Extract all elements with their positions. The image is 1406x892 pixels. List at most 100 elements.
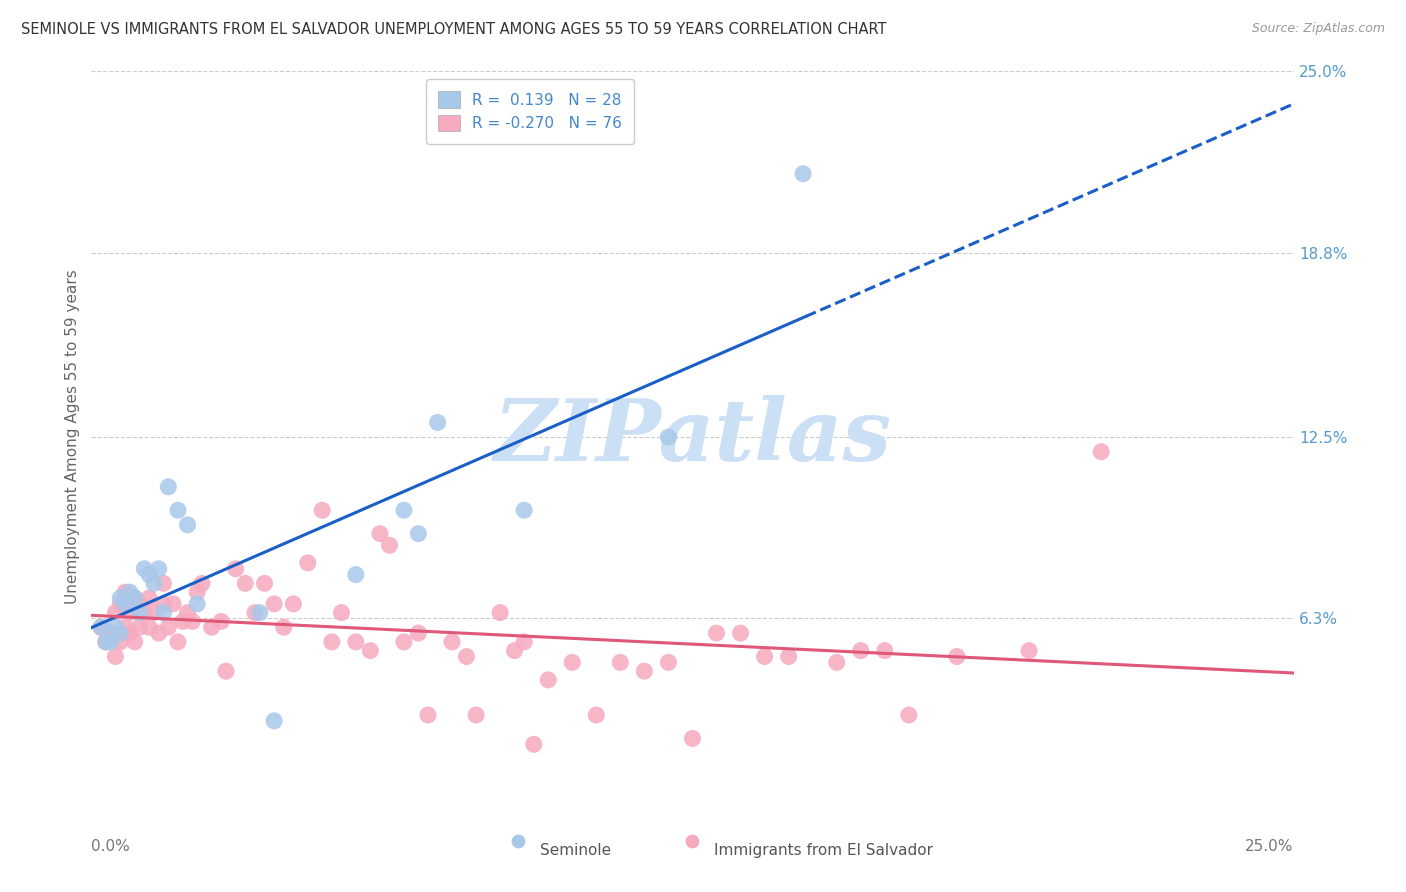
- Text: 25.0%: 25.0%: [1246, 839, 1294, 855]
- Point: [392, 635, 415, 649]
- Point: [176, 606, 198, 620]
- Point: [94, 635, 117, 649]
- Point: [344, 635, 367, 649]
- Point: [186, 597, 208, 611]
- Point: [138, 591, 160, 605]
- Point: [114, 585, 136, 599]
- Point: [100, 635, 122, 649]
- Point: [754, 649, 776, 664]
- Point: [873, 643, 896, 657]
- Point: [408, 526, 430, 541]
- Point: [253, 576, 276, 591]
- Point: [730, 626, 752, 640]
- Point: [537, 673, 560, 687]
- Point: [142, 576, 165, 591]
- Point: [233, 576, 256, 591]
- Point: [513, 635, 536, 649]
- Point: [440, 635, 463, 649]
- Point: [152, 597, 174, 611]
- Text: Seminole: Seminole: [540, 843, 612, 858]
- Point: [124, 591, 146, 605]
- Point: [186, 585, 208, 599]
- Point: [118, 626, 141, 640]
- Point: [368, 526, 391, 541]
- Point: [225, 562, 247, 576]
- Point: [825, 656, 848, 670]
- Point: [104, 649, 127, 664]
- Point: [513, 503, 536, 517]
- Point: [94, 635, 117, 649]
- Point: [157, 480, 180, 494]
- Point: [142, 606, 165, 620]
- Point: [706, 626, 728, 640]
- Point: [311, 503, 333, 517]
- Point: [657, 430, 679, 444]
- Point: [104, 606, 127, 620]
- Y-axis label: Unemployment Among Ages 55 to 59 years: Unemployment Among Ages 55 to 59 years: [65, 269, 80, 605]
- Point: [138, 567, 160, 582]
- Point: [118, 606, 141, 620]
- Point: [1090, 444, 1112, 458]
- Point: [172, 615, 194, 629]
- Point: [148, 562, 170, 576]
- Point: [792, 167, 814, 181]
- Point: [946, 649, 969, 664]
- Point: [124, 591, 146, 605]
- Point: [633, 664, 655, 678]
- Text: ZIPatlas: ZIPatlas: [494, 395, 891, 479]
- Point: [344, 567, 367, 582]
- Point: [392, 503, 415, 517]
- Point: [114, 597, 136, 611]
- Point: [167, 503, 190, 517]
- Point: [681, 731, 703, 746]
- Point: [152, 576, 174, 591]
- Point: [778, 649, 800, 664]
- Point: [124, 635, 146, 649]
- Point: [609, 656, 631, 670]
- Point: [134, 606, 156, 620]
- Point: [128, 606, 150, 620]
- Point: [249, 606, 271, 620]
- Text: Source: ZipAtlas.com: Source: ZipAtlas.com: [1251, 22, 1385, 36]
- Point: [162, 597, 184, 611]
- Point: [408, 626, 430, 640]
- Point: [297, 556, 319, 570]
- Point: [110, 635, 132, 649]
- Point: [456, 649, 478, 664]
- Legend: R =  0.139   N = 28, R = -0.270   N = 76: R = 0.139 N = 28, R = -0.270 N = 76: [426, 79, 634, 144]
- Point: [128, 620, 150, 634]
- Point: [118, 585, 141, 599]
- Point: [152, 606, 174, 620]
- Point: [503, 643, 526, 657]
- Point: [849, 643, 872, 657]
- Point: [489, 606, 512, 620]
- Point: [416, 708, 439, 723]
- Point: [561, 656, 583, 670]
- Point: [283, 597, 305, 611]
- Point: [243, 606, 266, 620]
- Point: [426, 416, 449, 430]
- Point: [263, 714, 285, 728]
- Point: [157, 620, 180, 634]
- Point: [585, 708, 607, 723]
- Point: [209, 615, 232, 629]
- Point: [134, 562, 156, 576]
- Point: [1018, 643, 1040, 657]
- Point: [215, 664, 238, 678]
- Point: [100, 626, 122, 640]
- Point: [181, 615, 204, 629]
- Text: 0.0%: 0.0%: [91, 839, 131, 855]
- Text: Immigrants from El Salvador: Immigrants from El Salvador: [714, 843, 934, 858]
- Point: [657, 656, 679, 670]
- Point: [167, 635, 190, 649]
- Point: [330, 606, 353, 620]
- Point: [191, 576, 214, 591]
- Text: SEMINOLE VS IMMIGRANTS FROM EL SALVADOR UNEMPLOYMENT AMONG AGES 55 TO 59 YEARS C: SEMINOLE VS IMMIGRANTS FROM EL SALVADOR …: [21, 22, 887, 37]
- Point: [138, 620, 160, 634]
- Point: [201, 620, 224, 634]
- Point: [359, 643, 381, 657]
- Point: [90, 620, 112, 634]
- Point: [110, 597, 132, 611]
- Point: [176, 517, 198, 532]
- Point: [104, 620, 127, 634]
